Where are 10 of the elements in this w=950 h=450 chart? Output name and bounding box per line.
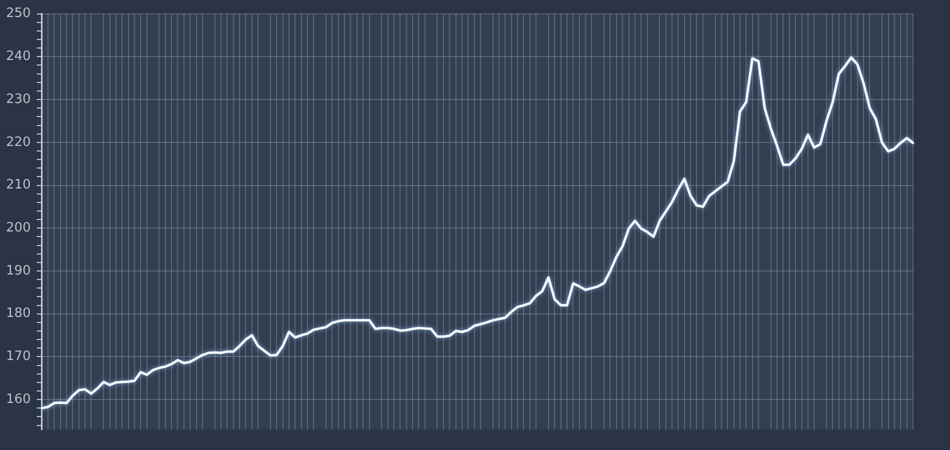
y-tick-label: 170	[6, 349, 31, 364]
y-tick-label: 210	[6, 178, 31, 193]
y-tick-label: 240	[6, 49, 31, 64]
y-tick-label: 220	[6, 134, 31, 150]
y-tick-label: 200	[6, 220, 31, 236]
y-tick-label: 180	[6, 306, 31, 322]
y-tick-label: 190	[6, 263, 31, 278]
y-tick-label: 250	[6, 6, 31, 22]
y-tick-label: 230	[6, 92, 31, 107]
y-tick-label: 160	[6, 392, 31, 407]
